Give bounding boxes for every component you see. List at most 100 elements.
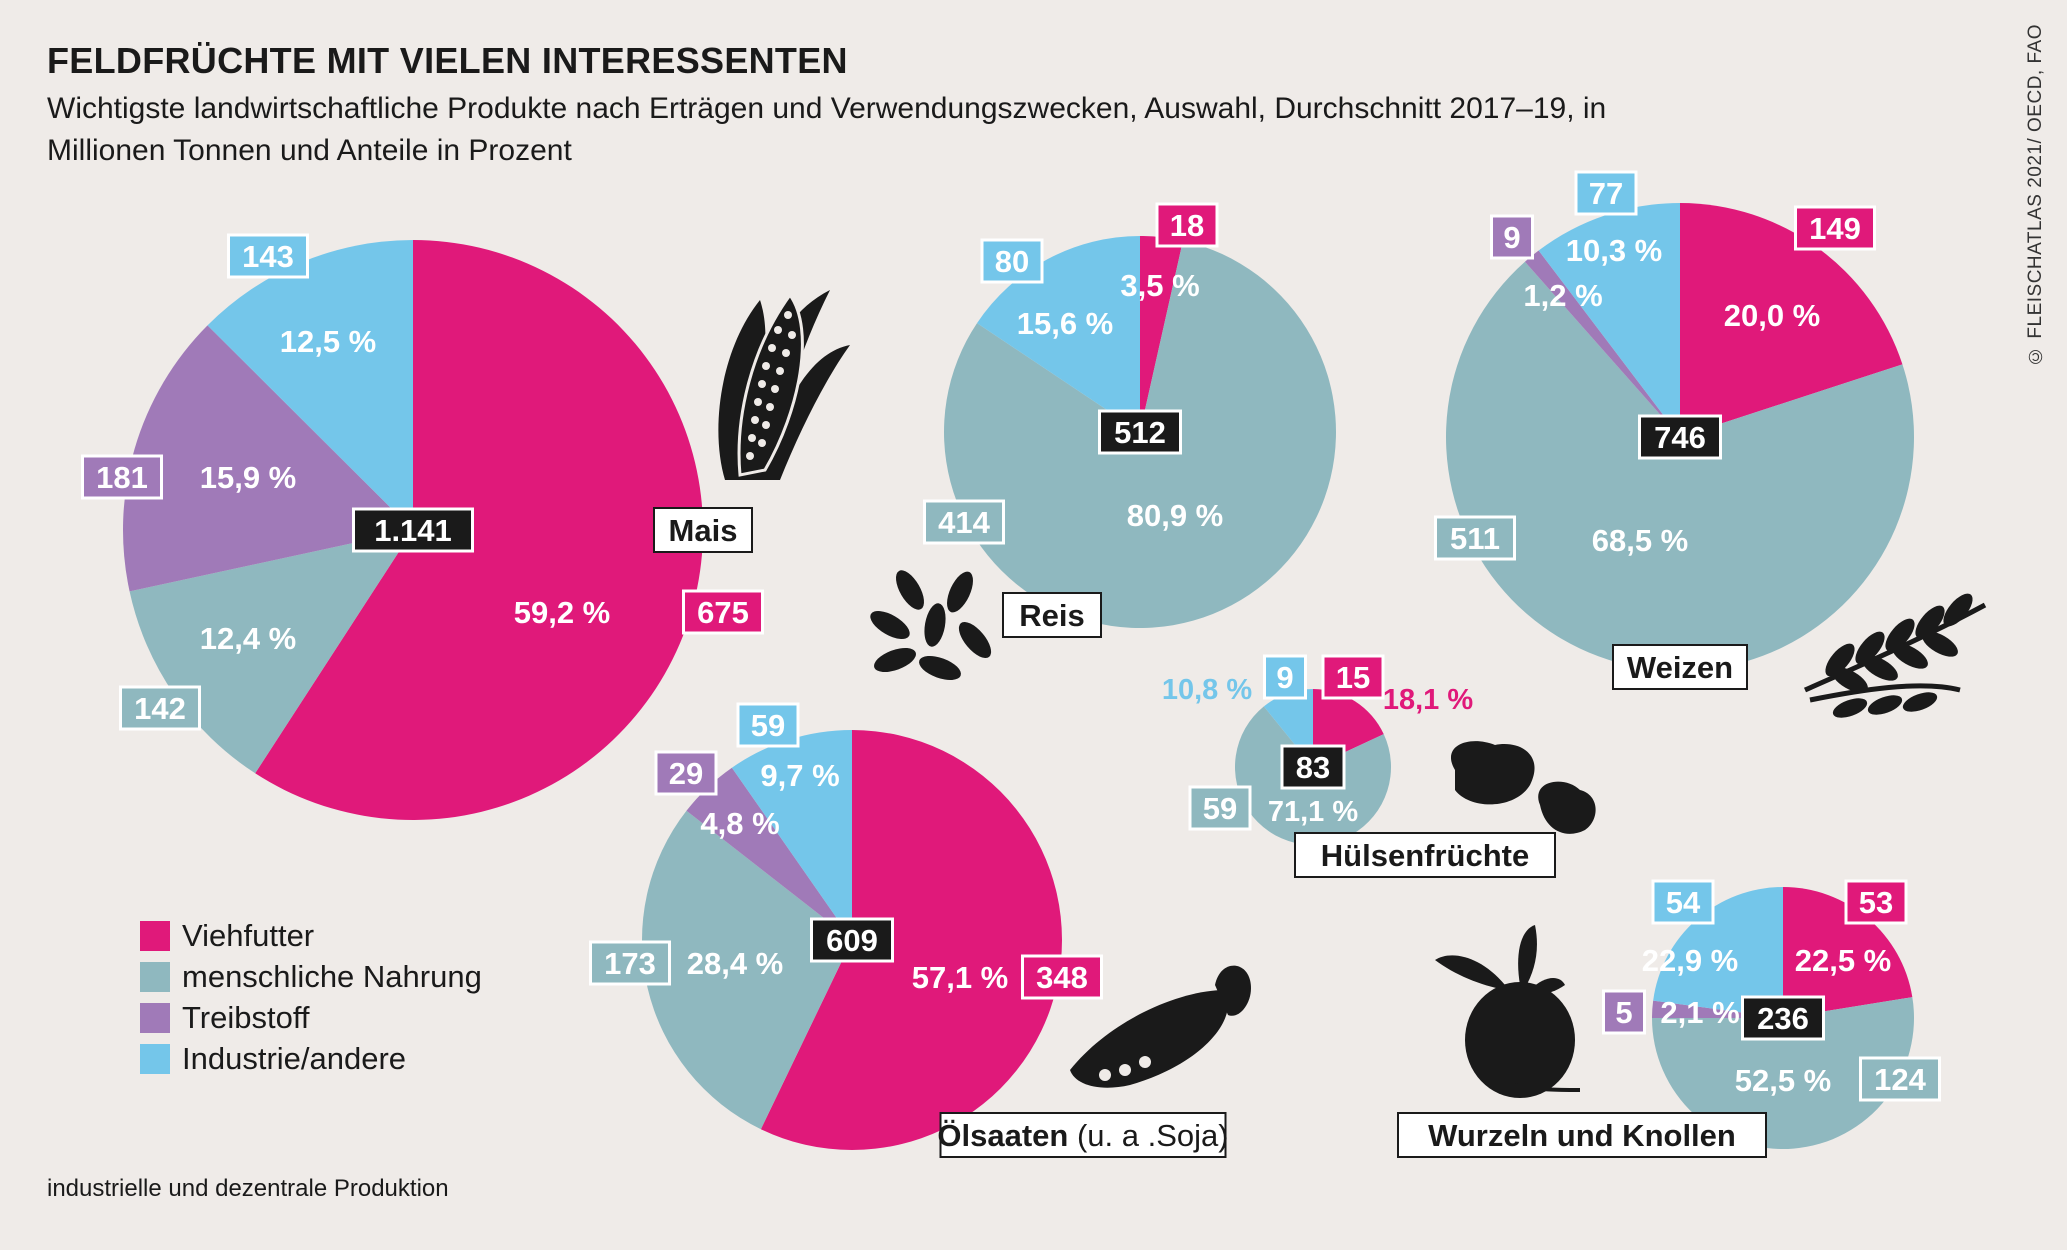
- percent-label: 68,5 %: [1592, 523, 1689, 558]
- value-label: 80: [980, 238, 1044, 284]
- crop-name-reis: Reis: [1002, 592, 1102, 638]
- value-label-box: [1602, 989, 1646, 1035]
- percent-label: 57,1 %: [912, 960, 1009, 995]
- legend-label: menschliche Nahrung: [182, 958, 482, 994]
- percent-label: 71,1 %: [1268, 796, 1358, 828]
- total-label-box: [1741, 995, 1825, 1041]
- footnote: industrielle und dezentrale Produktion: [47, 1175, 449, 1202]
- pie-slice-viehfutter: [255, 240, 703, 820]
- value-label-text: 80: [995, 244, 1029, 279]
- corn-icon: [718, 290, 850, 480]
- percent-label: 3,5 %: [1120, 268, 1199, 303]
- value-label: 53: [1844, 879, 1908, 925]
- value-label-box: [81, 454, 163, 500]
- value-label: 348: [1021, 954, 1103, 1000]
- crop-name-box: [653, 507, 753, 553]
- total-label-text: 609: [826, 923, 878, 958]
- value-label-text: 59: [1203, 791, 1237, 826]
- value-label-text: 181: [96, 460, 148, 495]
- total-label-text: 1.141: [374, 513, 452, 548]
- value-label-text: 142: [134, 691, 186, 726]
- pie-slice-menschliche-nahrung: [1652, 997, 1914, 1149]
- total-label-box: [1098, 409, 1182, 455]
- value-label-box: [1574, 170, 1638, 216]
- total-label-box: [1280, 744, 1346, 790]
- crop-name-huelsenfruechte: Hülsenfrüchte: [1294, 832, 1556, 878]
- percent-label: 22,9 %: [1642, 943, 1739, 978]
- value-label: 173: [589, 940, 671, 986]
- value-label-text: 9: [1503, 220, 1520, 255]
- value-label-text: 77: [1589, 176, 1623, 211]
- legend: Viehfutter menschliche Nahrung Treibstof…: [140, 915, 482, 1079]
- crop-name-box: [1294, 832, 1556, 878]
- legend-item-treibstoff: Treibstoff: [140, 997, 482, 1038]
- total-label: 83: [1280, 744, 1346, 790]
- value-label: 9: [1263, 654, 1307, 700]
- pie-slice-menschliche-nahrung: [642, 810, 852, 1130]
- value-label: 675: [682, 589, 764, 635]
- value-label-box: [1155, 202, 1219, 248]
- value-label-box: [1321, 654, 1385, 700]
- pie-mais: 59,2 % 12,4 % 15,9 % 12,5 % 675 142 181 143 1.14…: [81, 233, 764, 820]
- pie-weizen: 20,0 % 68,5 % 1,2 % 10,3 % 149 511 9 77 746 Weize…: [1434, 170, 1914, 690]
- rice-icon: [870, 570, 992, 681]
- value-label-box: [1188, 785, 1252, 831]
- pie-oelsaaten: 57,1 % 28,4 % 4,8 % 9,7 % 348 173 29 59 609 Ölsaa…: [589, 702, 1229, 1158]
- crop-name-text: Ölsaaten (u. a .Soja): [937, 1118, 1228, 1153]
- value-label-text: 5: [1615, 995, 1632, 1030]
- value-label: 15: [1321, 654, 1385, 700]
- value-label: 142: [119, 685, 201, 731]
- crop-name-box: [1002, 592, 1102, 638]
- value-label-text: 511: [1450, 521, 1500, 556]
- percent-label: 59,2 %: [514, 595, 611, 630]
- value-label-text: 53: [1859, 885, 1893, 920]
- percent-label: 22,5 %: [1795, 943, 1892, 978]
- beans-icon: [1450, 741, 1596, 834]
- value-label-text: 414: [938, 505, 990, 540]
- value-label: 9: [1490, 214, 1534, 260]
- pie-slice-industrie-andere: [977, 236, 1140, 432]
- value-label: 59: [736, 702, 800, 748]
- legend-swatch: [140, 920, 170, 951]
- value-label-text: 143: [242, 239, 294, 274]
- crop-name-text: Mais: [669, 513, 738, 548]
- crop-name-weizen: Weizen: [1612, 644, 1748, 690]
- value-label-box: [923, 499, 1005, 545]
- percent-label: 15,6 %: [1017, 306, 1114, 341]
- crop-name-text: Weizen: [1627, 650, 1733, 685]
- wheat-icon: [1803, 593, 1987, 718]
- value-label-box: [1859, 1056, 1941, 1102]
- chart-title: FELDFRÜCHTE MIT VIELEN INTERESSENTEN: [47, 40, 848, 81]
- value-label-box: [1434, 515, 1516, 561]
- value-label: 29: [654, 750, 718, 796]
- value-label: 143: [227, 233, 309, 279]
- total-label: 746: [1638, 414, 1722, 460]
- pie-slice-viehfutter: [1140, 236, 1183, 432]
- value-label: 59: [1188, 785, 1252, 831]
- value-label: 511: [1434, 515, 1516, 561]
- value-label-box: [1490, 214, 1534, 260]
- total-label: 609: [810, 917, 894, 963]
- percent-label: 18,1 %: [1383, 684, 1473, 716]
- percent-label: 28,4 %: [687, 946, 784, 981]
- value-label: 77: [1574, 170, 1638, 216]
- percent-label: 52,5 %: [1735, 1063, 1832, 1098]
- pie-slice-industrie-andere: [1653, 887, 1783, 1018]
- value-label-box: [980, 238, 1044, 284]
- total-label-box: [352, 507, 474, 553]
- percent-label: 12,5 %: [280, 324, 377, 359]
- value-label-box: [682, 589, 764, 635]
- percent-label: 20,0 %: [1724, 298, 1821, 333]
- value-label: 5: [1602, 989, 1646, 1035]
- crop-name-wurzeln-und-knollen: Wurzeln und Knollen: [1397, 1112, 1767, 1158]
- value-label-text: 15: [1336, 660, 1370, 695]
- legend-item-industrie: Industrie/andere: [140, 1038, 482, 1079]
- value-label-text: 54: [1666, 885, 1701, 920]
- pie-slice-industrie-andere: [731, 730, 852, 940]
- total-label-box: [1638, 414, 1722, 460]
- pie-slice-treibstoff: [123, 325, 413, 592]
- value-label-box: [654, 750, 718, 796]
- pie-slice-treibstoff: [686, 767, 852, 940]
- value-label-text: 124: [1874, 1062, 1926, 1097]
